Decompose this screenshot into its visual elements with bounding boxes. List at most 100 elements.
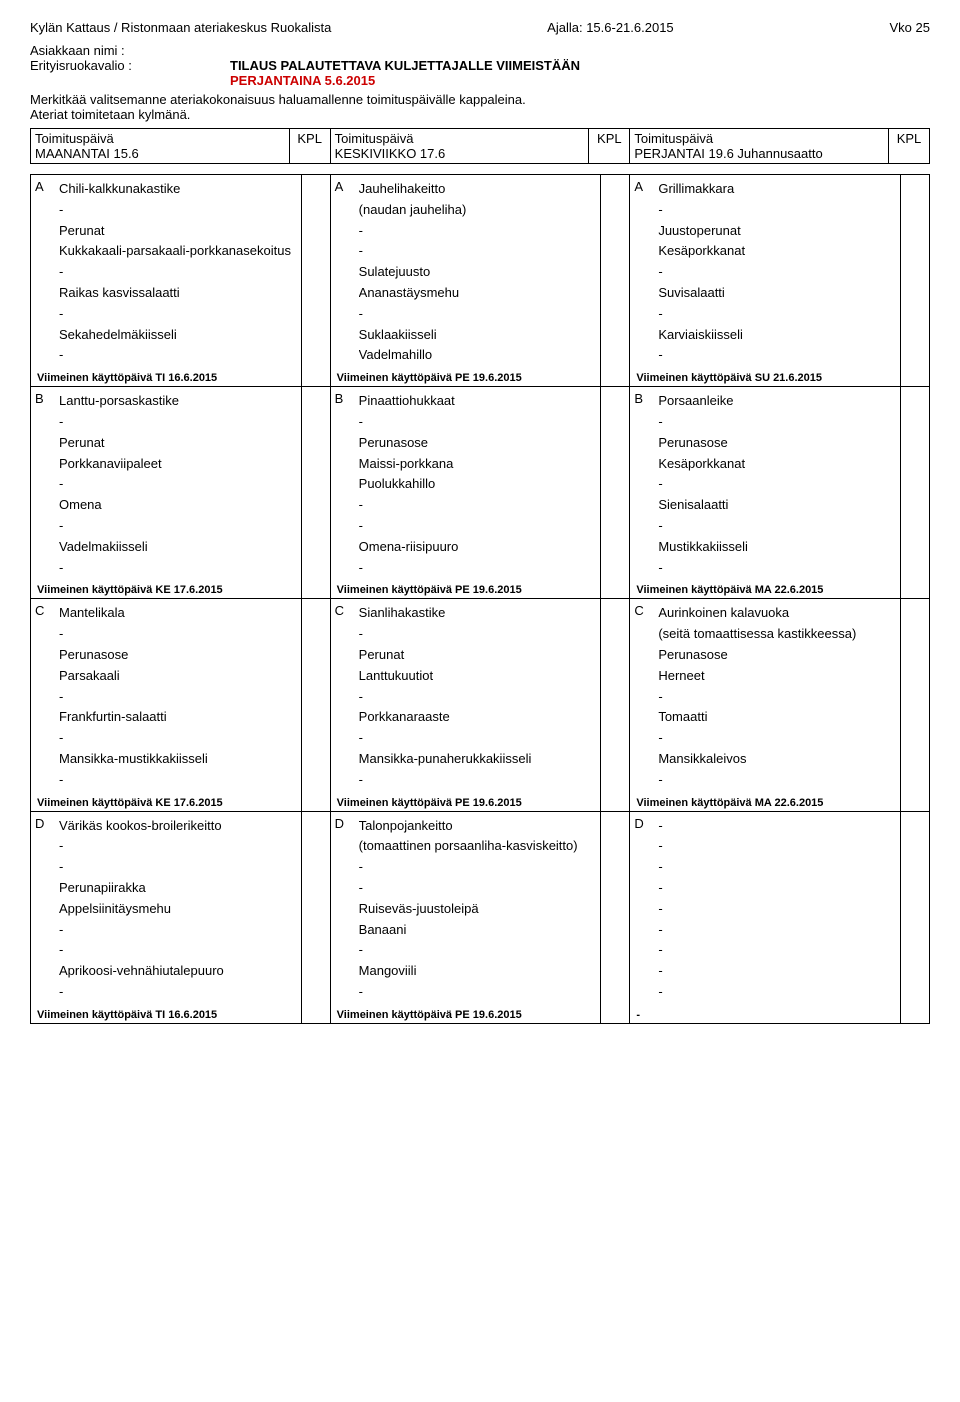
menu-letter: A — [335, 179, 344, 194]
menu-item: Porkkanaviipaleet — [59, 454, 324, 475]
menu-item: - — [59, 200, 324, 221]
kpl-input-column[interactable] — [600, 599, 629, 810]
menu-lines: Porsaanleike-PerunasoseKesäporkkanat-Sie… — [658, 391, 923, 578]
menu-item: Sienisalaatti — [658, 495, 923, 516]
menu-item: Maissi-porkkana — [359, 454, 624, 475]
menu-cell: BLanttu-porsaskastike-PerunatPorkkanavii… — [31, 387, 331, 599]
menu-item: Perunasose — [359, 433, 624, 454]
menu-item: - — [658, 836, 923, 857]
diet-label: Erityisruokavalio : — [30, 58, 230, 73]
menu-item: Mansikka-mustikkakiisseli — [59, 749, 324, 770]
menu-item: Mansikka-punaherukkakiisseli — [359, 749, 624, 770]
kpl-input-column[interactable] — [600, 812, 629, 1023]
mark-note: Merkitkää valitsemanne ateriakokonaisuus… — [30, 92, 930, 107]
menu-item: - — [658, 770, 923, 791]
menu-item: - — [658, 899, 923, 920]
menu-item: - — [359, 516, 624, 537]
kpl-input-column[interactable] — [301, 387, 330, 598]
menu-item: Omena-riisipuuro — [359, 537, 624, 558]
delivery-header: Toimituspäivä MAANANTAI 15.6 KPL Toimitu… — [30, 128, 930, 164]
menu-item: - — [359, 982, 624, 1003]
menu-item: - — [59, 412, 324, 433]
menu-item: Perunapiirakka — [59, 878, 324, 899]
customer-row: Asiakkaan nimi : — [30, 43, 930, 58]
menu-item: - — [658, 474, 923, 495]
kpl-input-column[interactable] — [600, 387, 629, 598]
menu-item: Vadelmahillo — [359, 345, 624, 366]
menu-item: Sekahedelmäkiisseli — [59, 325, 324, 346]
menu-item: Raikas kasvissalaatti — [59, 283, 324, 304]
use-by-date: Viimeinen käyttöpäivä TI 16.6.2015 — [37, 372, 324, 384]
kpl-input-column[interactable] — [900, 387, 929, 598]
menu-item: Tomaatti — [658, 707, 923, 728]
menu-item: Grillimakkara — [658, 179, 923, 200]
menu-item: - — [59, 304, 324, 325]
menu-item: Lanttukuutiot — [359, 666, 624, 687]
menu-item: - — [59, 920, 324, 941]
menu-grid: AChili-kalkkunakastike-PerunatKukkakaali… — [30, 174, 930, 1024]
menu-item: Mustikkakiisseli — [658, 537, 923, 558]
menu-item: - — [59, 558, 324, 579]
diet-row: Erityisruokavalio : TILAUS PALAUTETTAVA … — [30, 58, 930, 73]
date-range: Ajalla: 15.6-21.6.2015 — [547, 20, 673, 35]
menu-item: Porsaanleike — [658, 391, 923, 412]
menu-item: Perunat — [59, 433, 324, 454]
menu-lines: Talonpojankeitto(tomaattinen porsaanliha… — [359, 816, 624, 1003]
menu-item: Perunat — [359, 645, 624, 666]
menu-item: Chili-kalkkunakastike — [59, 179, 324, 200]
menu-item: - — [359, 728, 624, 749]
kpl-input-column[interactable] — [301, 812, 330, 1023]
menu-item: - — [59, 345, 324, 366]
menu-letter: C — [35, 603, 44, 618]
menu-item: (tomaattinen porsaanliha-kasviskeitto) — [359, 836, 624, 857]
menu-item: Perunat — [59, 221, 324, 242]
menu-cell: CAurinkoinen kalavuoka(seitä tomaattises… — [630, 599, 930, 811]
delivery-day: MAANANTAI 15.6 — [35, 146, 285, 161]
menu-cell: DVärikäs kookos-broilerikeitto--Perunapi… — [31, 812, 331, 1024]
menu-item: - — [359, 304, 624, 325]
menu-letter: A — [634, 179, 643, 194]
kpl-input-column[interactable] — [900, 175, 929, 386]
use-by-date: Viimeinen käyttöpäivä TI 16.6.2015 — [37, 1009, 324, 1021]
menu-item: - — [658, 857, 923, 878]
menu-item: - — [59, 940, 324, 961]
week-number: Vko 25 — [890, 20, 930, 35]
kpl-input-column[interactable] — [301, 599, 330, 810]
menu-lines: Värikäs kookos-broilerikeitto--Perunapii… — [59, 816, 324, 1003]
kpl-input-column[interactable] — [900, 599, 929, 810]
menu-lines: Aurinkoinen kalavuoka(seitä tomaattisess… — [658, 603, 923, 790]
menu-letter: A — [35, 179, 44, 194]
menu-item: - — [658, 728, 923, 749]
kpl-header-3: KPL — [889, 129, 929, 163]
menu-item: - — [359, 624, 624, 645]
menu-item: - — [359, 495, 624, 516]
use-by-date: Viimeinen käyttöpäivä MA 22.6.2015 — [636, 584, 923, 596]
menu-item: - — [359, 940, 624, 961]
kpl-input-column[interactable] — [900, 812, 929, 1023]
menu-item: (naudan jauheliha) — [359, 200, 624, 221]
menu-cell: D Talonpojankeitto(tomaattinen porsaanlih… — [331, 812, 631, 1024]
menu-item: Perunasose — [658, 433, 923, 454]
menu-cell: BPorsaanleike-PerunasoseKesäporkkanat-Si… — [630, 387, 930, 599]
menu-item: - — [658, 412, 923, 433]
menu-item: - — [658, 558, 923, 579]
menu-item: Lanttu-porsaskastike — [59, 391, 324, 412]
menu-item: - — [658, 920, 923, 941]
menu-item: - — [658, 345, 923, 366]
menu-letter: D — [335, 816, 344, 831]
menu-item: - — [359, 221, 624, 242]
menu-item: Karviaiskiisseli — [658, 325, 923, 346]
menu-letter: C — [335, 603, 344, 618]
menu-item: - — [359, 687, 624, 708]
use-by-date: - — [636, 1009, 923, 1021]
kpl-input-column[interactable] — [301, 175, 330, 386]
menu-lines: Grillimakkara-JuustoperunatKesäporkkanat… — [658, 179, 923, 366]
kpl-input-column[interactable] — [600, 175, 629, 386]
customer-label: Asiakkaan nimi : — [30, 43, 125, 58]
menu-item: Puolukkahillo — [359, 474, 624, 495]
menu-item: - — [658, 516, 923, 537]
menu-item: - — [59, 516, 324, 537]
menu-item: Parsakaali — [59, 666, 324, 687]
menu-item: Appelsiinitäysmehu — [59, 899, 324, 920]
menu-item: Vadelmakiisseli — [59, 537, 324, 558]
